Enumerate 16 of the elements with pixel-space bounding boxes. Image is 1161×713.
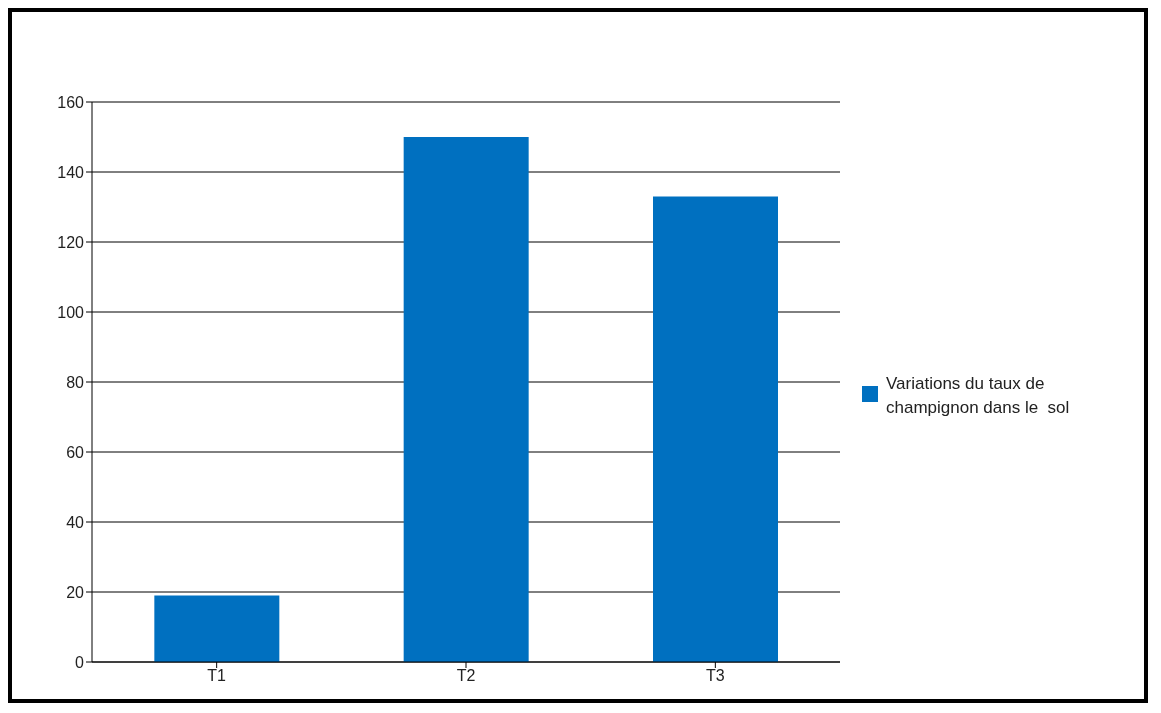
x-tick-label: T3 (706, 667, 725, 685)
y-tick-label: 80 (66, 373, 85, 391)
y-tick-label: 0 (75, 653, 85, 671)
x-tick-label: T1 (207, 667, 227, 685)
y-tick-label: 120 (57, 233, 85, 251)
y-tick-label: 40 (66, 513, 85, 531)
y-tick-label: 20 (66, 583, 85, 601)
y-tick-label: 140 (57, 163, 85, 181)
bar (403, 137, 529, 662)
y-tick-label: 60 (66, 443, 85, 461)
y-tick-label: 100 (57, 303, 85, 321)
x-tick-label: T2 (456, 667, 476, 685)
legend-label: Variations du taux de champignon dans le sol (886, 372, 1071, 419)
y-tick-label: 160 (57, 93, 85, 111)
bar (653, 196, 778, 662)
bar (154, 595, 280, 662)
